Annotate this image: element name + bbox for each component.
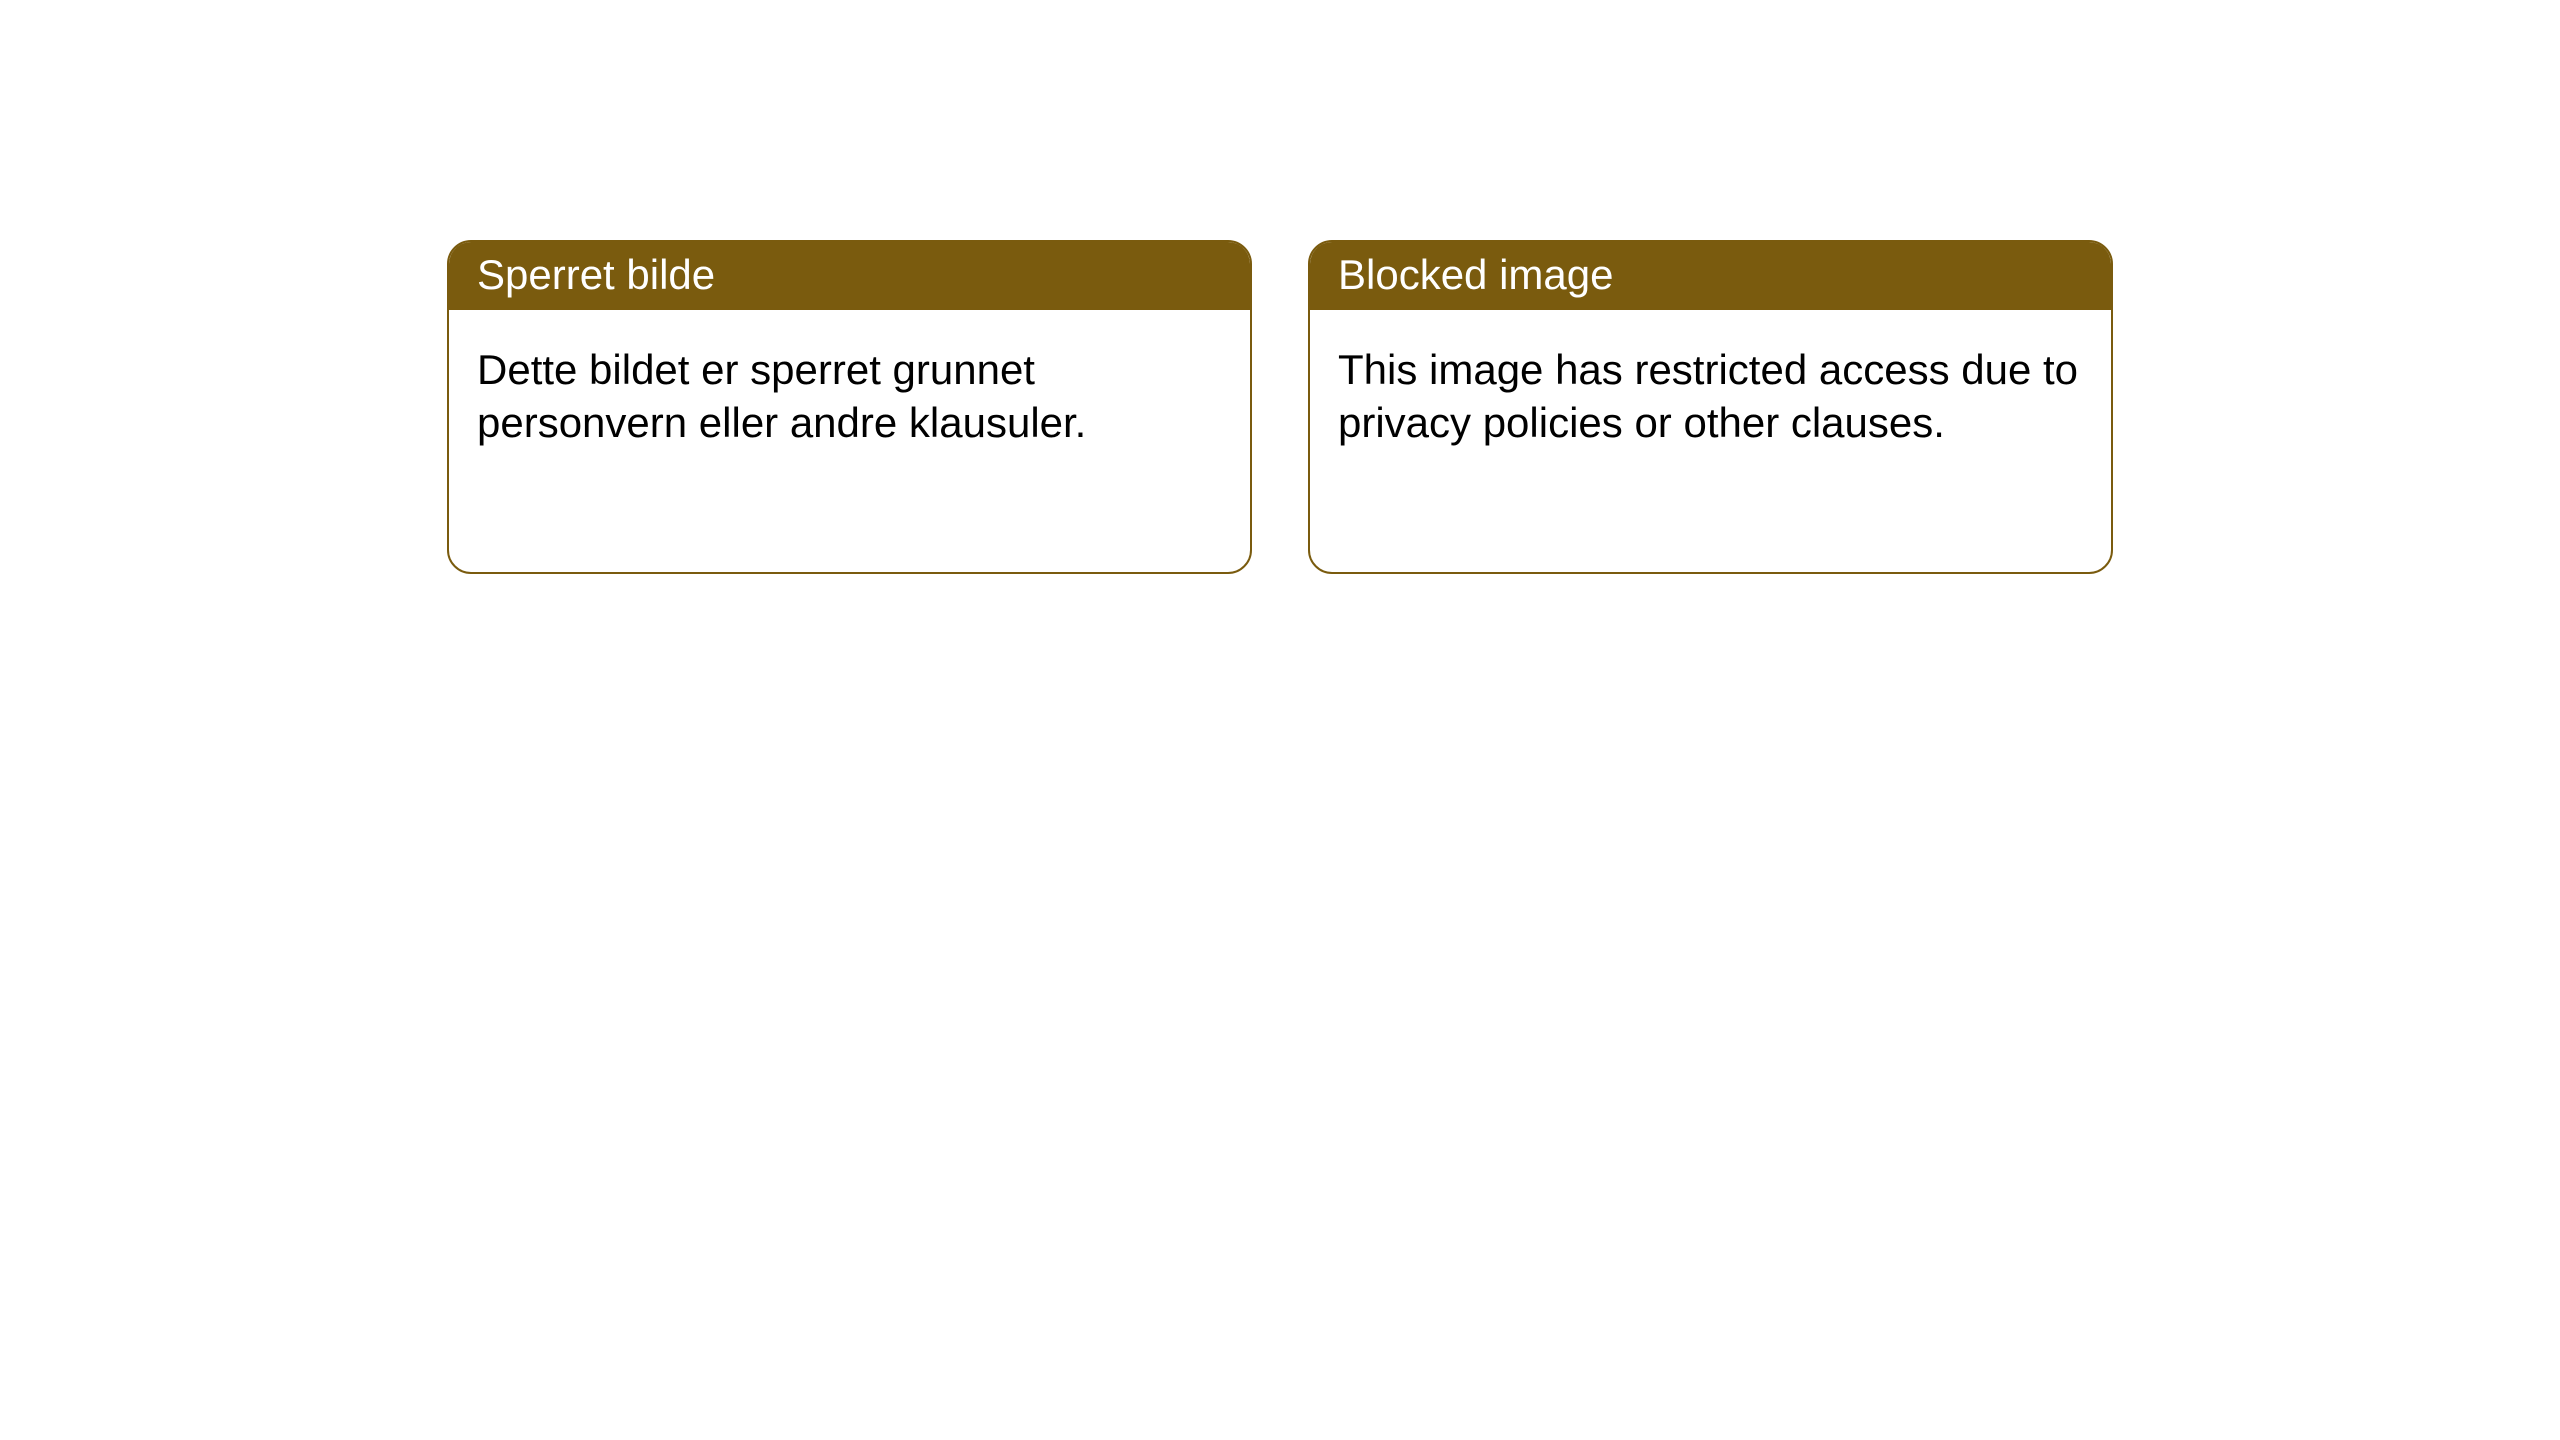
- card-body-text: Dette bildet er sperret grunnet personve…: [477, 346, 1086, 446]
- card-body-no: Dette bildet er sperret grunnet personve…: [449, 310, 1250, 483]
- card-body-en: This image has restricted access due to …: [1310, 310, 2111, 483]
- blocked-image-card-no: Sperret bilde Dette bildet er sperret gr…: [447, 240, 1252, 574]
- card-body-text: This image has restricted access due to …: [1338, 346, 2078, 446]
- card-title: Blocked image: [1338, 251, 1613, 298]
- blocked-image-card-en: Blocked image This image has restricted …: [1308, 240, 2113, 574]
- cards-container: Sperret bilde Dette bildet er sperret gr…: [0, 0, 2560, 574]
- card-header-no: Sperret bilde: [449, 242, 1250, 310]
- card-title: Sperret bilde: [477, 251, 715, 298]
- card-header-en: Blocked image: [1310, 242, 2111, 310]
